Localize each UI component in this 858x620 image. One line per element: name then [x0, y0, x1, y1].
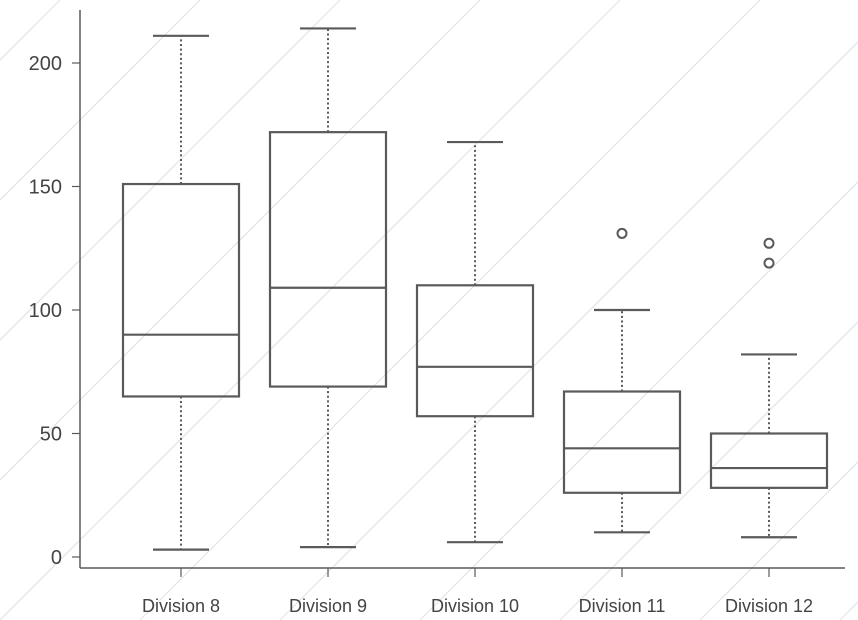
iqr-box — [562, 390, 682, 494]
background-diagonal-line — [0, 0, 341, 341]
iqr-box — [709, 432, 829, 489]
background-diagonal-line — [839, 601, 858, 620]
iqr-box — [268, 131, 388, 388]
background-diagonal-line — [0, 0, 621, 620]
box-group — [268, 27, 388, 549]
x-tick-label: Division 8 — [142, 596, 220, 616]
background-diagonal-line — [0, 0, 481, 481]
x-tick-label: Division 12 — [725, 596, 813, 616]
outlier-point — [616, 227, 628, 239]
x-tick-label: Division 11 — [579, 596, 666, 616]
background-diagonal-line — [139, 0, 761, 620]
iqr-box — [415, 284, 535, 418]
boxes-group — [121, 27, 829, 551]
tick-labels-group: 0 50 100 150 200 Division 8 Division 9 Division… — [29, 53, 813, 616]
y-tick-label: 50 — [40, 424, 62, 446]
background-diagonal-line — [419, 181, 858, 620]
x-tick-label: Division 10 — [431, 596, 519, 616]
box-group — [121, 34, 241, 551]
y-tick-label: 200 — [29, 53, 62, 75]
y-tick-label: 0 — [51, 547, 62, 569]
background-diagonal-line — [559, 321, 858, 620]
x-tick-label: Division 9 — [289, 596, 367, 616]
y-tick-label: 100 — [29, 300, 62, 322]
box-group — [709, 237, 829, 539]
y-tick-label: 150 — [29, 177, 62, 199]
background-diagonal-line — [279, 41, 858, 620]
background-diagonal-line — [699, 461, 858, 620]
box-group — [562, 227, 682, 534]
outlier-point — [763, 237, 775, 249]
box-group — [415, 140, 535, 544]
outlier-point — [763, 257, 775, 269]
iqr-box — [121, 182, 241, 398]
background-diagonal-line — [0, 0, 201, 201]
axes-group — [72, 10, 845, 577]
